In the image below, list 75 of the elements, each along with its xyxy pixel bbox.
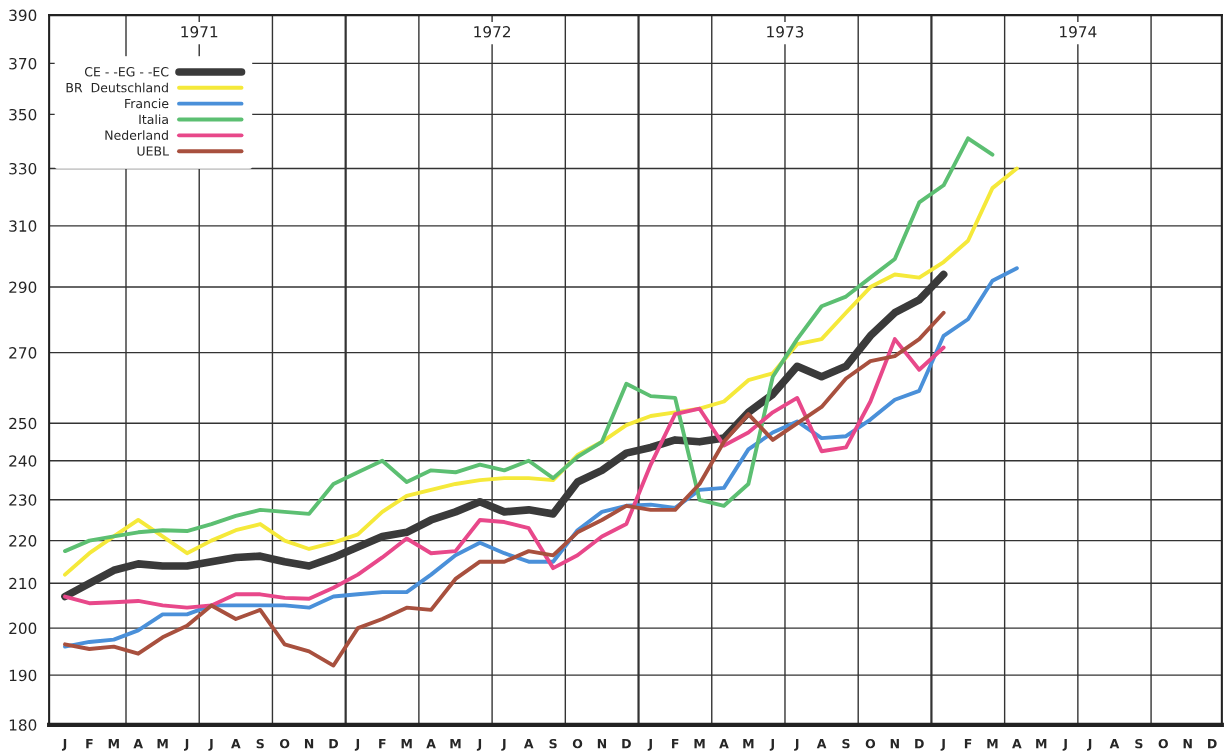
x-tick-label: J: [940, 739, 945, 751]
x-tick-label: S: [549, 738, 557, 749]
x-tick-label: J: [647, 739, 652, 751]
x-tick-label: A: [231, 739, 241, 749]
x-tick-label: M: [743, 739, 754, 749]
y-tick-label: 390: [9, 9, 37, 22]
x-tick-label: A: [1109, 739, 1120, 749]
y-tick-label: 330: [9, 162, 37, 175]
x-tick-label: M: [401, 739, 412, 749]
y-tick-label: 370: [9, 57, 37, 70]
x-tick-label: F: [86, 739, 93, 749]
y-tick-label: 200: [9, 622, 37, 635]
x-tick-label: M: [987, 739, 998, 749]
annotation: 1973: [767, 26, 804, 38]
x-tick-label: D: [329, 739, 338, 749]
x-tick-label: J: [61, 739, 67, 751]
x-tick-label: J: [1087, 739, 1092, 751]
x-tick-label: D: [915, 739, 924, 749]
y-tick-label: 290: [9, 281, 37, 294]
y-tick-label: 210: [9, 577, 37, 590]
x-tick-label: A: [719, 739, 729, 749]
legend-label: Nederland: [105, 130, 168, 140]
x-tick-label: D: [622, 739, 631, 749]
x-tick-label: M: [108, 739, 119, 749]
legend-label: CE - -EG - -EC: [84, 67, 169, 77]
x-tick-label: A: [523, 739, 534, 749]
legend-label: Italia: [139, 114, 168, 125]
x-tick-label: J: [794, 739, 799, 751]
x-tick-label: M: [694, 739, 705, 749]
x-tick-label: M: [1036, 739, 1047, 749]
x-tick-label: N: [304, 739, 314, 749]
y-tick-label: 270: [9, 347, 37, 359]
x-tick-label: J: [183, 739, 189, 751]
line-series: [63, 337, 946, 610]
x-tick-label: F: [964, 739, 972, 749]
annotation: 1974: [1060, 26, 1097, 38]
x-tick-label: A: [1012, 739, 1022, 749]
x-tick-label: A: [426, 739, 436, 749]
y-tick-label: 190: [9, 669, 37, 682]
x-tick-label: N: [597, 739, 607, 749]
x-tick-label: O: [572, 738, 583, 749]
x-tick-label: D: [1208, 739, 1217, 749]
x-tick-label: A: [133, 739, 143, 749]
x-tick-label: F: [379, 739, 386, 749]
legend-label: Francie: [125, 98, 169, 109]
x-tick-label: J: [501, 739, 506, 751]
annotation: 1971: [181, 26, 218, 38]
x-tick-label: S: [1135, 738, 1143, 749]
x-tick-label: A: [816, 739, 827, 749]
x-tick-label: S: [842, 738, 850, 749]
annotation: 1972: [474, 26, 511, 38]
x-tick-label: J: [769, 739, 774, 751]
y-tick-label: 230: [9, 494, 37, 506]
y-tick-label: 350: [9, 108, 37, 121]
y-tick-label: 310: [9, 220, 37, 232]
y-tick-label: 240: [9, 455, 37, 467]
y-tick-label: 220: [9, 535, 37, 547]
x-tick-label: J: [476, 739, 482, 751]
x-tick-label: O: [865, 738, 876, 749]
x-tick-label: J: [354, 739, 360, 751]
x-tick-label: N: [890, 739, 899, 749]
x-tick-label: J: [1062, 739, 1067, 751]
legend-label: BR Deutschland: [66, 82, 168, 93]
line-series: [63, 310, 946, 668]
x-tick-label: M: [450, 739, 461, 749]
y-tick-label: 250: [9, 417, 37, 430]
x-tick-label: J: [208, 739, 213, 751]
x-tick-label: M: [157, 739, 168, 749]
y-tick-label: 180: [9, 719, 37, 731]
x-tick-label: N: [1183, 739, 1192, 749]
x-tick-label: O: [1158, 738, 1168, 749]
x-tick-label: S: [256, 738, 264, 749]
x-tick-label: F: [672, 739, 679, 749]
legend-label: UEBL: [137, 146, 169, 156]
x-tick-label: O: [279, 738, 290, 749]
